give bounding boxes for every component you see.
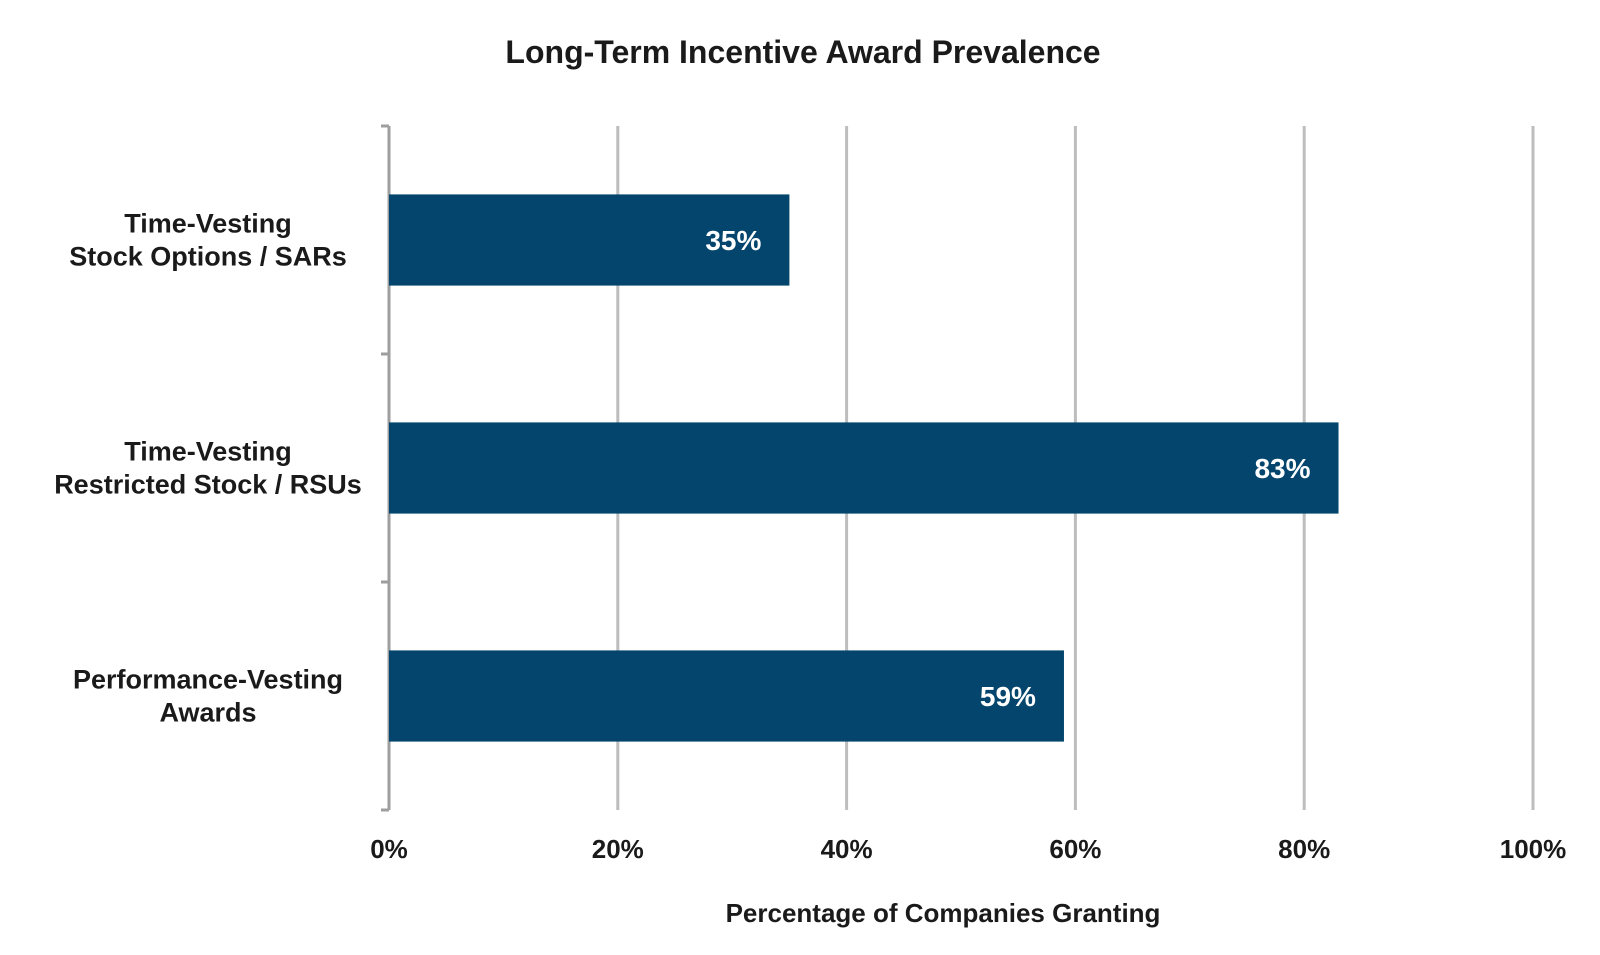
bar-2	[389, 422, 1339, 514]
bar-3	[389, 650, 1064, 742]
category-label-1: Time-Vesting Stock Options / SARs	[69, 209, 347, 272]
data-label-2: 83%	[1254, 453, 1310, 484]
chart-title: Long-Term Incentive Award Prevalence	[505, 34, 1100, 70]
bars	[389, 194, 1339, 742]
data-labels: 35% 83% 59%	[705, 225, 1310, 712]
data-label-1: 35%	[705, 225, 761, 256]
x-axis-title: Percentage of Companies Granting	[726, 898, 1161, 928]
data-label-3: 59%	[980, 681, 1036, 712]
x-tick-label-60: 60%	[1049, 834, 1101, 864]
category-label-2: Time-Vesting Restricted Stock / RSUs	[54, 437, 362, 500]
category-labels: Time-Vesting Stock Options / SARs Time-Ves…	[54, 209, 362, 728]
y-axis	[381, 124, 391, 812]
x-tick-label-100: 100%	[1500, 834, 1567, 864]
x-tick-label-20: 20%	[592, 834, 644, 864]
bar-1	[389, 194, 790, 286]
category-label-3: Performance-Vesting Awards	[73, 665, 343, 728]
x-tick-label-0: 0%	[370, 834, 408, 864]
x-tick-labels: 0% 20% 40% 60% 80% 100%	[370, 834, 1566, 864]
x-tick-label-80: 80%	[1278, 834, 1330, 864]
x-tick-label-40: 40%	[821, 834, 873, 864]
